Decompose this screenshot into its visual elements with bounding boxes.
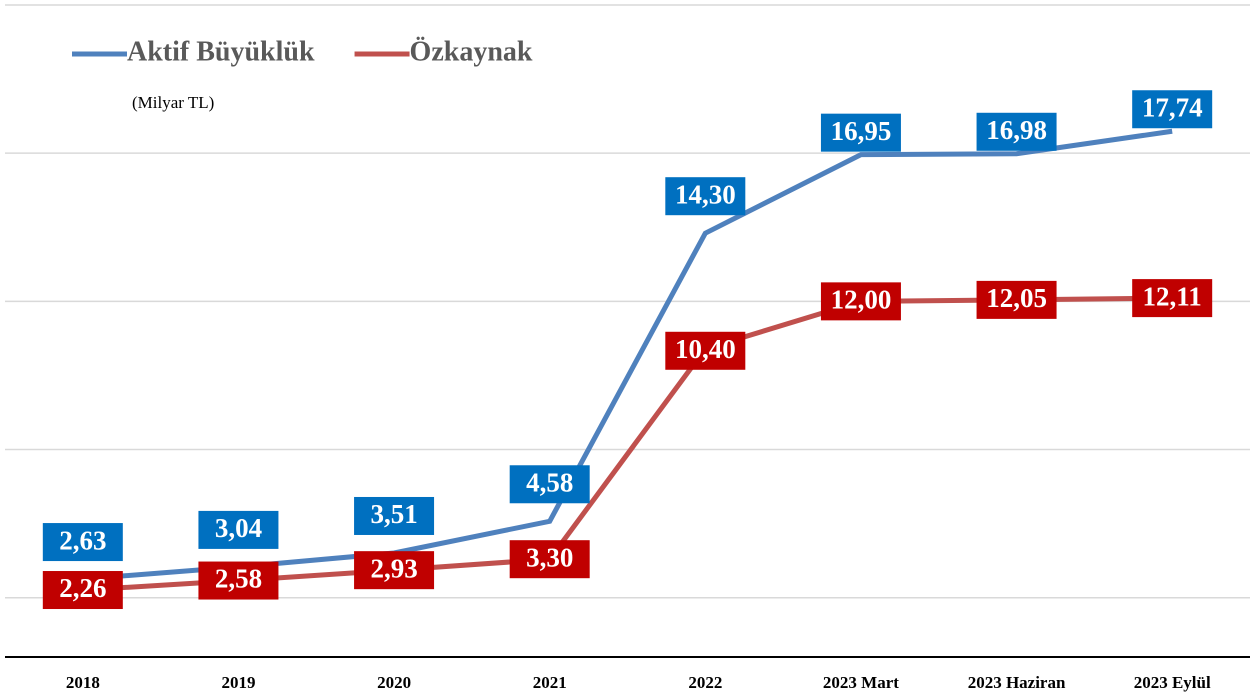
value-label-box <box>976 112 1057 151</box>
value-label-box <box>820 113 901 152</box>
value-label-box <box>354 551 435 590</box>
value-label-box <box>1132 90 1213 129</box>
value-label: 17,74 <box>1142 92 1203 122</box>
value-label: 2,63 <box>59 525 106 555</box>
value-label: 16,98 <box>986 115 1047 145</box>
value-label: 12,05 <box>986 283 1047 313</box>
value-label: 3,51 <box>370 499 417 529</box>
value-label: 3,04 <box>215 513 262 543</box>
value-label-box <box>198 561 279 600</box>
x-tick-label: 2022 <box>688 673 722 692</box>
legend-label: Özkaynak <box>410 36 533 67</box>
value-label: 2,26 <box>59 573 106 603</box>
value-label-box <box>665 177 746 216</box>
value-label: 14,30 <box>675 179 736 209</box>
value-label: 4,58 <box>526 467 573 497</box>
value-label-box <box>1132 279 1213 318</box>
value-label-box <box>42 571 123 610</box>
value-label-box <box>976 280 1057 319</box>
value-label: 3,30 <box>526 542 573 572</box>
x-tick-label: 2018 <box>66 673 100 692</box>
value-label: 12,11 <box>1143 281 1202 311</box>
value-label-box <box>509 465 590 504</box>
value-label: 10,40 <box>675 334 736 364</box>
chart-subtitle: (Milyar TL) <box>132 93 214 112</box>
value-label: 12,00 <box>831 285 892 315</box>
x-tick-label: 2023 Haziran <box>968 673 1066 692</box>
value-label: 2,93 <box>370 553 417 583</box>
value-label-box <box>42 523 123 562</box>
x-tick-label: 2020 <box>377 673 411 692</box>
value-label-box <box>820 282 901 321</box>
value-label: 16,95 <box>831 116 892 146</box>
x-tick-label: 2023 Mart <box>823 673 899 692</box>
value-label-box <box>198 510 279 549</box>
value-label-box <box>665 331 746 370</box>
value-label-box <box>509 540 590 579</box>
x-tick-label: 2019 <box>221 673 255 692</box>
legend-label: Aktif Büyüklük <box>127 36 315 67</box>
x-tick-label: 2021 <box>533 673 567 692</box>
value-label: 2,58 <box>215 564 262 594</box>
x-tick-label: 2023 Eylül <box>1134 673 1211 692</box>
value-label-box <box>354 496 435 535</box>
